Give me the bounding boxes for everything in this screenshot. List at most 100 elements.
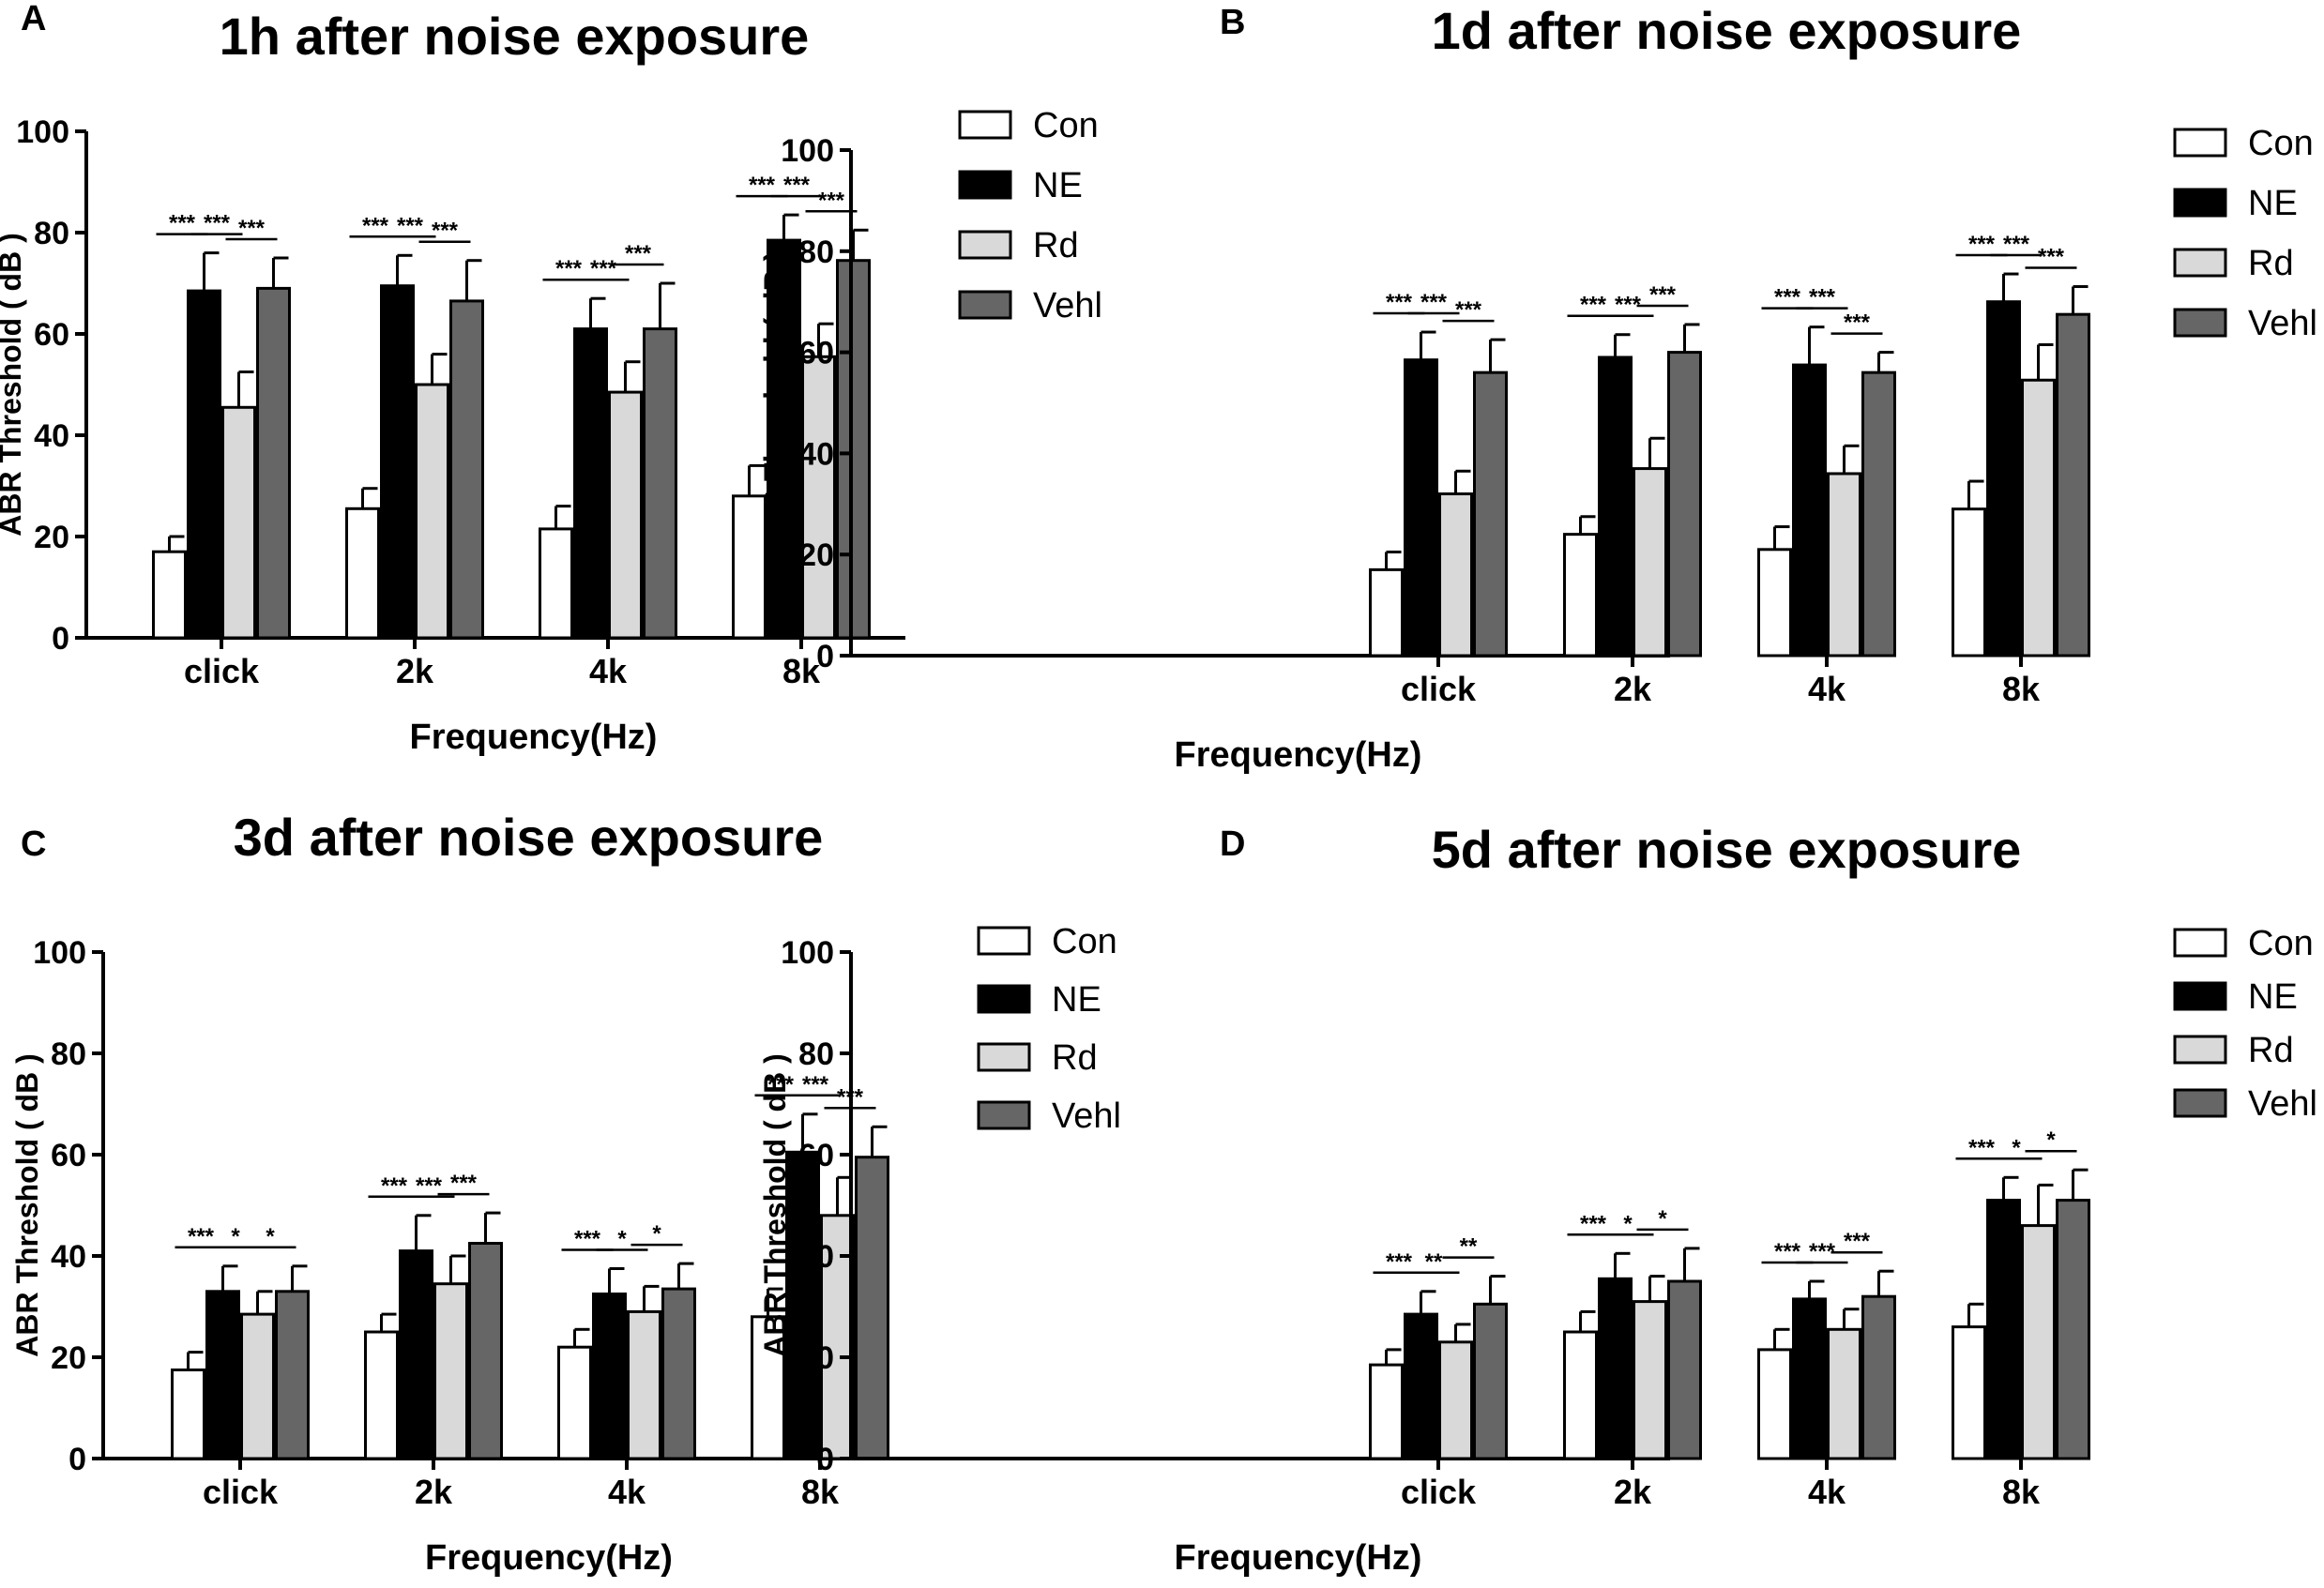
y-tick-label: 40 bbox=[51, 1239, 86, 1275]
y-tick-label: 20 bbox=[51, 1340, 86, 1376]
significance-label: *** bbox=[1774, 285, 1801, 310]
bar-ne bbox=[380, 284, 415, 640]
y-tick-label: 100 bbox=[781, 935, 834, 971]
significance-label: *** bbox=[1455, 297, 1482, 323]
x-tick-label: 2k bbox=[415, 1473, 453, 1511]
bar-ne bbox=[399, 1249, 433, 1460]
legend-swatch-rd bbox=[977, 1042, 1031, 1072]
y-tick-label: 20 bbox=[798, 537, 834, 573]
legend-label-ne: NE bbox=[1033, 166, 1083, 205]
bar-con bbox=[1563, 1330, 1598, 1460]
legend-label-con: Con bbox=[2248, 124, 2314, 163]
legend-label-rd: Rd bbox=[2248, 1031, 2294, 1070]
significance-label: *** bbox=[625, 241, 652, 266]
bar-con bbox=[364, 1330, 399, 1460]
legend-label-rd: Rd bbox=[2248, 244, 2294, 283]
bar-rd bbox=[2021, 378, 2056, 658]
chart-panel-C: C 3d after noise exposure 0 20 40 60 80 100 ABR … bbox=[10, 808, 1121, 1578]
y-axis-label: ABR Threshold ( dB ) bbox=[10, 1053, 44, 1357]
bar-vehl bbox=[2056, 1199, 2090, 1460]
significance-label: *** bbox=[204, 211, 231, 236]
significance-label: * bbox=[231, 1224, 240, 1249]
bar-vehl bbox=[256, 286, 291, 640]
legend-swatch-ne bbox=[2173, 981, 2227, 1011]
y-axis-label: ABR Threshold ( dB ) bbox=[758, 1053, 792, 1357]
bar-vehl bbox=[275, 1290, 310, 1460]
y-axis-label: ABR Threshold ( dB ) bbox=[0, 233, 27, 537]
significance-label: *** bbox=[555, 256, 583, 281]
bar-rd bbox=[627, 1309, 661, 1460]
x-tick-label: 8k bbox=[801, 1473, 840, 1511]
x-tick-label: click bbox=[184, 652, 260, 690]
significance-label: *** bbox=[767, 1072, 795, 1097]
chart-title: 1h after noise exposure bbox=[220, 7, 810, 66]
y-tick-label: 60 bbox=[34, 317, 69, 353]
significance-label: *** bbox=[783, 173, 811, 198]
legend-swatch-con bbox=[2173, 928, 2227, 958]
y-tick-label: 100 bbox=[16, 114, 69, 150]
x-tick-label: click bbox=[1401, 670, 1477, 708]
bar-ne bbox=[1404, 358, 1438, 658]
x-tick-label: 2k bbox=[396, 652, 434, 690]
x-tick-label: click bbox=[203, 1473, 279, 1511]
bar-rd bbox=[240, 1312, 275, 1460]
legend-label-rd: Rd bbox=[1033, 226, 1079, 265]
significance-label: *** bbox=[2038, 245, 2065, 270]
bar-ne bbox=[187, 289, 221, 640]
significance-label: *** bbox=[590, 256, 617, 281]
significance-label: *** bbox=[1386, 290, 1413, 315]
y-tick-label: 80 bbox=[34, 216, 69, 251]
x-tick-label: 4k bbox=[589, 652, 628, 690]
bar-ne bbox=[1792, 1297, 1827, 1460]
legend-swatch-con bbox=[958, 110, 1012, 140]
bar-con bbox=[751, 1315, 785, 1460]
legend-label-vehl: Vehl bbox=[2248, 1084, 2317, 1124]
significance-label: *** bbox=[1968, 1135, 1996, 1160]
bar-ne bbox=[1598, 355, 1633, 658]
legend-swatch-ne bbox=[977, 984, 1031, 1014]
legend-label-con: Con bbox=[2248, 924, 2314, 963]
legend-label-vehl: Vehl bbox=[1052, 1096, 1121, 1136]
y-tick-label: 40 bbox=[34, 418, 69, 454]
bar-con bbox=[345, 507, 380, 640]
y-tick-label: 80 bbox=[51, 1036, 86, 1072]
significance-label: *** bbox=[818, 188, 845, 213]
panel-label: C bbox=[21, 824, 46, 864]
bar-vehl bbox=[1667, 351, 1702, 658]
significance-label: * bbox=[617, 1227, 627, 1252]
legend-swatch-vehl bbox=[2173, 308, 2227, 338]
significance-label: *** bbox=[169, 211, 196, 236]
bar-con bbox=[1563, 533, 1598, 658]
x-tick-label: 4k bbox=[1808, 670, 1846, 708]
bar-rd bbox=[801, 355, 836, 640]
y-tick-label: 0 bbox=[816, 639, 834, 674]
bar-ne bbox=[1792, 363, 1827, 658]
legend-swatch-rd bbox=[2173, 1035, 2227, 1065]
legend-label-rd: Rd bbox=[1052, 1038, 1098, 1078]
significance-label: *** bbox=[1580, 293, 1607, 318]
significance-label: * bbox=[2046, 1127, 2056, 1153]
panel-label: A bbox=[21, 0, 46, 38]
bar-vehl bbox=[836, 259, 871, 640]
legend-label-ne: NE bbox=[1052, 980, 1101, 1020]
bar-con bbox=[1369, 567, 1404, 658]
legend-label-vehl: Vehl bbox=[2248, 304, 2317, 343]
legend-label-vehl: Vehl bbox=[1033, 286, 1102, 325]
chart-panel-B: B 1d after noise exposure 0 20 40 60 80 100 ABR … bbox=[758, 1, 2317, 775]
bar-ne bbox=[573, 327, 608, 640]
bar-vehl bbox=[643, 327, 677, 640]
y-tick-label: 80 bbox=[798, 234, 834, 270]
significance-label: *** bbox=[1774, 1239, 1801, 1264]
legend-swatch-con bbox=[977, 926, 1031, 956]
significance-label: *** bbox=[1968, 232, 1996, 257]
significance-label: *** bbox=[1420, 290, 1448, 315]
bar-rd bbox=[1438, 492, 1473, 658]
bar-rd bbox=[608, 390, 643, 640]
significance-label: *** bbox=[362, 213, 389, 238]
x-axis-label: Frequency(Hz) bbox=[1175, 1538, 1422, 1578]
x-axis-label: Frequency(Hz) bbox=[410, 718, 658, 757]
significance-label: *** bbox=[450, 1171, 478, 1196]
legend-swatch-rd bbox=[958, 230, 1012, 260]
bar-vehl bbox=[468, 1242, 503, 1460]
bar-con bbox=[1757, 548, 1792, 658]
